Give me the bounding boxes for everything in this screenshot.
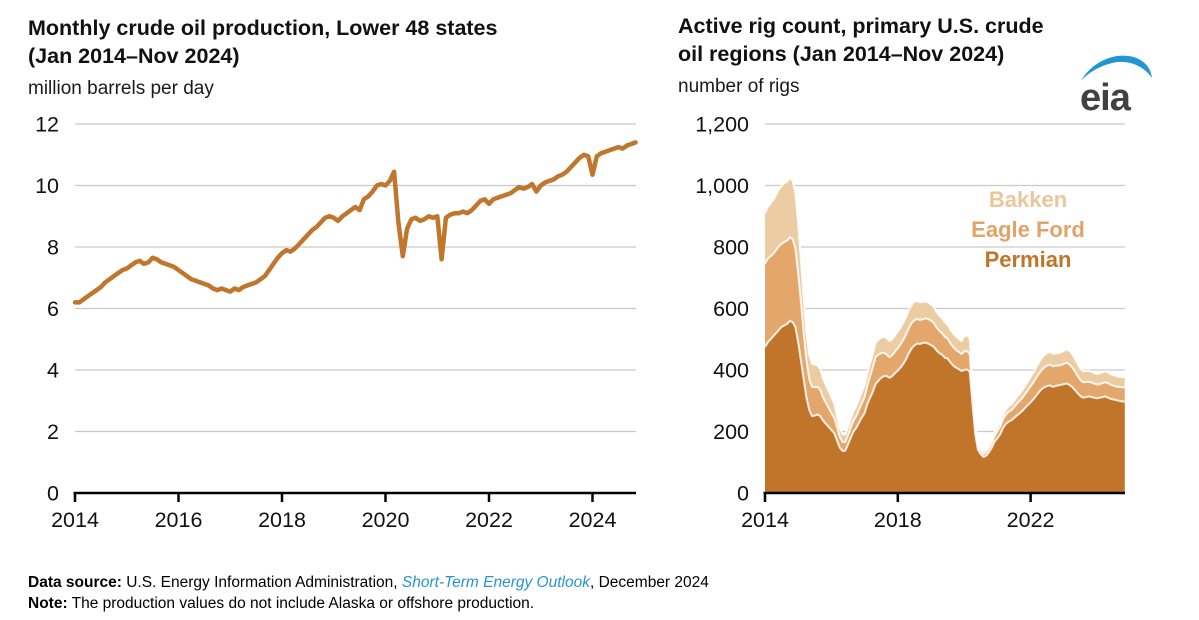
area-edge-permian bbox=[764, 319, 1125, 458]
right-chart-title-line1: Active rig count, primary U.S. crude bbox=[678, 14, 1044, 38]
rig-chart-legend: Bakken Eagle Ford Permian bbox=[940, 185, 1116, 275]
y-tick-label: 4 bbox=[47, 359, 59, 383]
production-line-series bbox=[72, 140, 638, 305]
right-chart-title: Active rig count, primary U.S. crude oil… bbox=[678, 12, 1044, 68]
left-chart-title-line1: Monthly crude oil production, Lower 48 s… bbox=[28, 16, 498, 40]
left-chart-title: Monthly crude oil production, Lower 48 s… bbox=[28, 14, 497, 70]
note-body: The production values do not include Ala… bbox=[67, 595, 535, 612]
data-source-tail: , December 2024 bbox=[589, 574, 709, 591]
y-tick-label: 6 bbox=[47, 297, 59, 321]
y-tick-label: 400 bbox=[713, 359, 749, 383]
y-tick-label: 0 bbox=[47, 482, 59, 506]
legend-item-eagle-ford: Eagle Ford bbox=[971, 217, 1085, 242]
legend-item-permian: Permian bbox=[984, 247, 1072, 272]
legend-item-bakken: Bakken bbox=[988, 187, 1068, 212]
eia-logo-swoosh-icon bbox=[1081, 55, 1152, 81]
note-label: Note: bbox=[28, 595, 68, 612]
x-tick-label-2014: 2014 bbox=[741, 508, 789, 532]
y-tick-label: 600 bbox=[713, 297, 749, 321]
footer: Data source: U.S. Energy Information Adm… bbox=[28, 572, 709, 614]
y-tick-label: 0 bbox=[737, 482, 749, 506]
x-tick-label-2020: 2020 bbox=[362, 508, 410, 532]
data-source-body: U.S. Energy Information Administration, bbox=[121, 574, 402, 591]
y-tick-label: 800 bbox=[713, 236, 749, 260]
eia-logo: eia bbox=[1080, 55, 1152, 118]
y-tick-label: 12 bbox=[35, 113, 59, 137]
right-chart-unit-label: number of rigs bbox=[678, 76, 800, 97]
rig-count-stacked-area-chart: 0 200 400 600 800 1,000 1,200 2014 2018 2022 bbox=[695, 113, 1125, 532]
data-source-label: Data source: bbox=[28, 574, 122, 591]
y-tick-label: 1,000 bbox=[695, 174, 749, 198]
x-tick-label-2014: 2014 bbox=[51, 508, 99, 532]
y-tick-label: 8 bbox=[47, 236, 59, 260]
x-tick-label-2024: 2024 bbox=[569, 508, 617, 532]
x-tick-label-2018: 2018 bbox=[258, 508, 306, 532]
y-tick-label: 1,200 bbox=[695, 113, 749, 137]
note-line: Note: The production values do not inclu… bbox=[28, 593, 709, 614]
x-tick-label-2018: 2018 bbox=[874, 508, 922, 532]
area-permian bbox=[765, 320, 1125, 493]
production-line-chart: 0 2 4 6 8 10 12 2014 2016 2018 2020 2022 2024 bbox=[35, 113, 638, 532]
right-chart-title-line2: oil regions (Jan 2014–Nov 2024) bbox=[678, 42, 1005, 66]
eia-logo-text: eia bbox=[1080, 77, 1132, 118]
y-tick-label: 2 bbox=[47, 420, 59, 444]
left-chart-unit-label: million barrels per day bbox=[28, 78, 214, 99]
x-tick-label-2016: 2016 bbox=[155, 508, 203, 532]
x-tick-label-2022: 2022 bbox=[1007, 508, 1055, 532]
y-tick-label: 200 bbox=[713, 420, 749, 444]
steo-report-link[interactable]: Short-Term Energy Outlook bbox=[401, 574, 590, 591]
y-tick-label: 10 bbox=[35, 174, 59, 198]
x-tick-label-2022: 2022 bbox=[465, 508, 513, 532]
area-edge-bakken bbox=[764, 176, 1125, 452]
area-edge-eagle-ford bbox=[764, 236, 1125, 455]
data-source-line: Data source: U.S. Energy Information Adm… bbox=[28, 572, 709, 593]
left-chart-title-line2: (Jan 2014–Nov 2024) bbox=[28, 44, 240, 68]
